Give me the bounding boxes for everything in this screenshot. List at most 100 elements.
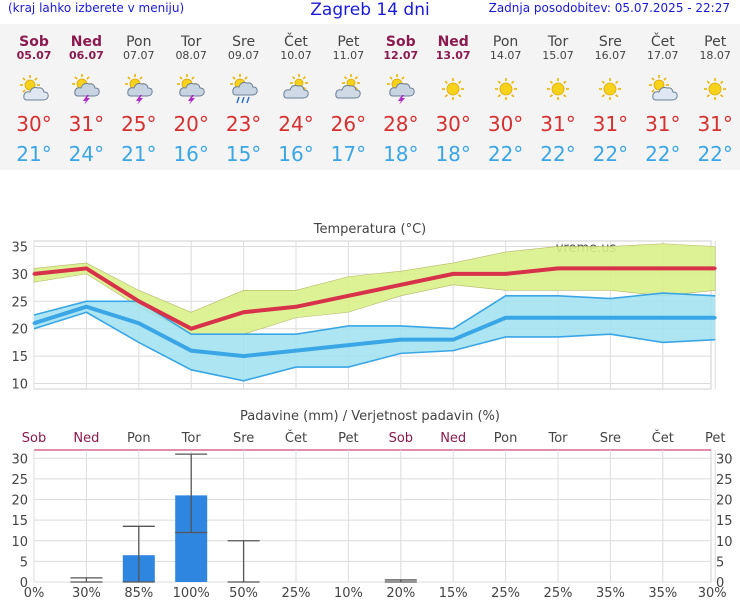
day-date: 14.07 — [489, 49, 522, 62]
day-name: Sre — [598, 34, 622, 50]
max-temperature-point — [32, 272, 36, 276]
day-date: 07.07 — [123, 49, 155, 62]
day-date: 13.07 — [435, 49, 471, 62]
day-column: Čet 10.07 — [270, 34, 322, 62]
precipitation-probability: 25% — [282, 586, 311, 600]
min-temperature: 15° — [225, 142, 262, 166]
max-temperature: 20° — [173, 112, 209, 136]
max-temperature-point — [661, 266, 665, 270]
precipitation-day-label: Pon — [127, 431, 151, 446]
max-temperature: 31° — [68, 112, 105, 136]
max-temperature: 30° — [435, 112, 471, 136]
day-name: Pon — [126, 34, 152, 50]
precipitation-probability: 25% — [491, 586, 520, 600]
day-column: Pon 14.07 — [480, 34, 532, 62]
precipitation-day-label: Ned — [73, 431, 99, 446]
day-name: Čet — [284, 34, 308, 50]
day-date: 17.07 — [647, 49, 679, 62]
day-name: Sob — [19, 34, 49, 50]
min-temperature-point — [242, 354, 246, 358]
daily-forecast-strip: Sob 05.07 30° 21° Ned 06.07 31° 24° Pon 07.07 25° 2… — [0, 24, 740, 170]
precipitation-day-label: Pon — [494, 431, 518, 446]
max-temperature-point — [84, 266, 88, 270]
min-temperature: 22° — [592, 142, 629, 166]
precipitation-y-tick-right: 10 — [716, 535, 733, 550]
day-column: Sob 05.07 — [8, 34, 60, 62]
precipitation-probability: 50% — [229, 586, 258, 600]
min-temperature: 24° — [68, 142, 105, 166]
precipitation-day-label: Sre — [233, 431, 254, 446]
day-column: Tor 08.07 — [165, 34, 217, 62]
precipitation-probability: 100% — [173, 586, 210, 600]
location-menu-hint[interactable]: (kraj lahko izberete v meniju) — [8, 1, 185, 15]
day-date: 08.07 — [175, 49, 207, 62]
precipitation-probability: 85% — [124, 586, 153, 600]
precipitation-y-tick-right: 25 — [716, 473, 733, 488]
day-date: 10.07 — [280, 49, 312, 62]
sunny-icon — [595, 74, 625, 104]
min-temperature-point — [137, 321, 141, 325]
max-temperature-point — [608, 266, 612, 270]
precipitation-y-tick-left: 30 — [11, 452, 28, 467]
min-temperature-point — [189, 349, 193, 353]
max-temperature: 24° — [278, 112, 314, 136]
precipitation-day-label: Ned — [440, 431, 466, 446]
max-temperature: 30° — [487, 112, 524, 136]
sunny-icon — [491, 74, 521, 104]
max-temperature: 31° — [540, 112, 576, 136]
thunderstorm-icon — [71, 74, 101, 105]
min-temperature-point — [399, 338, 403, 342]
max-temperature-point — [556, 266, 560, 270]
temperature-y-tick: 35 — [11, 240, 28, 255]
top-bar: (kraj lahko izberete v meniju) Zagreb 14… — [0, 0, 740, 24]
day-date: 12.07 — [383, 49, 419, 62]
temperature-y-tick: 25 — [11, 295, 28, 310]
precipitation-y-tick-right: 5 — [716, 555, 724, 570]
max-temperature-point — [137, 299, 141, 303]
max-temperature: 31° — [697, 112, 733, 136]
day-name: Pet — [704, 34, 727, 50]
precipitation-probability: 35% — [596, 586, 625, 600]
max-temperature-point — [189, 327, 193, 331]
min-temperature-point — [346, 343, 350, 347]
day-name: Tor — [180, 34, 202, 50]
precipitation-y-tick-left: 15 — [11, 514, 28, 529]
min-temperature-point — [556, 316, 560, 320]
day-name: Pet — [337, 34, 360, 50]
day-column: Ned 06.07 — [60, 34, 112, 62]
precipitation-day-label: Tor — [181, 431, 202, 446]
max-temperature-point — [451, 272, 455, 276]
min-temperature: 21° — [121, 142, 157, 166]
min-temperature-point — [451, 338, 455, 342]
sunny-icon — [438, 74, 468, 104]
precipitation-day-label: Tor — [547, 431, 568, 446]
precipitation-y-tick-left: 0 — [20, 576, 28, 591]
max-temperature: 23° — [225, 112, 262, 136]
temperature-y-tick: 30 — [11, 268, 28, 283]
precipitation-probability: 35% — [648, 586, 677, 600]
sunny-icon — [543, 74, 573, 104]
max-temperature-point — [294, 305, 298, 309]
partly-cloudy-icon — [19, 74, 49, 104]
day-date: 11.07 — [332, 49, 365, 62]
day-date: 15.07 — [542, 49, 574, 62]
precipitation-y-tick-right: 0 — [716, 576, 724, 591]
partly-cloudy-icon — [648, 74, 678, 104]
min-temperature: 21° — [16, 142, 52, 166]
precipitation-probability: 25% — [544, 586, 573, 600]
last-update-text: Zadnja posodobitev: 05.07.2025 - 22:27 — [488, 1, 730, 15]
precipitation-y-tick-right: 20 — [716, 494, 733, 509]
day-column: Pet 18.07 — [689, 34, 740, 62]
min-temperature: 22° — [697, 142, 733, 166]
day-date: 05.07 — [16, 49, 52, 62]
max-temperature: 31° — [592, 112, 629, 136]
day-name: Ned — [437, 34, 469, 50]
precipitation-probability: 30% — [698, 586, 727, 600]
precipitation-probability: 0% — [24, 586, 45, 600]
precipitation-day-label: Sob — [22, 431, 46, 446]
min-temperature: 22° — [645, 142, 681, 166]
cloudy-icon — [281, 74, 311, 104]
day-name: Sob — [385, 34, 416, 50]
precipitation-probability: 30% — [72, 586, 101, 600]
max-temperature-point — [242, 310, 246, 314]
